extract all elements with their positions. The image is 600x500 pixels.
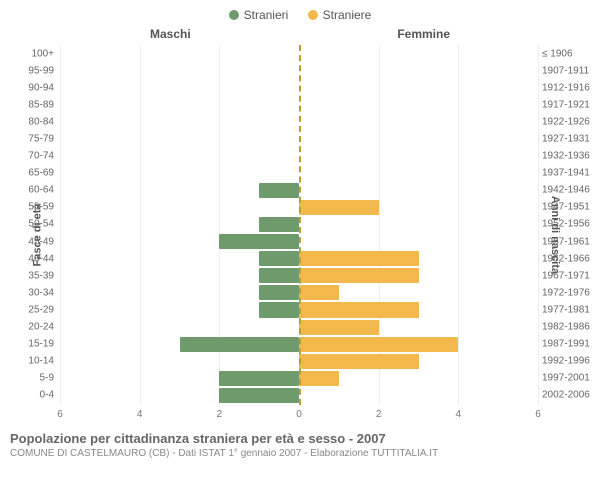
plot-area: Fasce di età Anni di nascita 100+≤ 19069… <box>0 45 600 425</box>
x-tick-label: 2 <box>217 409 223 420</box>
age-label: 55-59 <box>0 202 58 213</box>
birth-year-label: 1957-1961 <box>538 236 600 247</box>
birth-year-label: 1927-1931 <box>538 134 600 145</box>
age-label: 85-89 <box>0 99 58 110</box>
header-female: Femmine <box>397 27 450 41</box>
age-label: 20-24 <box>0 322 58 333</box>
legend-swatch-female <box>308 10 318 20</box>
bar-male <box>259 183 299 198</box>
birth-year-label: 1982-1986 <box>538 322 600 333</box>
bar-female <box>299 354 419 369</box>
chart-title: Popolazione per cittadinanza straniera p… <box>10 431 590 446</box>
legend: Stranieri Straniere <box>0 0 600 27</box>
bar-male <box>219 371 299 386</box>
legend-item-male: Stranieri <box>229 8 289 22</box>
bar-female <box>299 251 419 266</box>
bar-female <box>299 302 419 317</box>
x-tick-label: 2 <box>376 409 382 420</box>
age-label: 95-99 <box>0 65 58 76</box>
bar-male <box>219 234 299 249</box>
x-tick-label: 4 <box>137 409 143 420</box>
bar-male <box>219 388 299 403</box>
x-axis-ticks: 6 4 2 0 2 4 6 <box>60 407 538 425</box>
birth-year-label: 1942-1946 <box>538 185 600 196</box>
x-tick-label: 4 <box>456 409 462 420</box>
birth-year-label: 1992-1996 <box>538 356 600 367</box>
birth-year-label: 1967-1971 <box>538 270 600 281</box>
birth-year-label: 1932-1936 <box>538 151 600 162</box>
x-tick-label: 6 <box>57 409 63 420</box>
bar-male <box>259 251 299 266</box>
birth-year-label: 2002-2006 <box>538 390 600 401</box>
birth-year-label: 1952-1956 <box>538 219 600 230</box>
chart-subtitle: COMUNE DI CASTELMAURO (CB) - Dati ISTAT … <box>10 448 590 459</box>
bar-male <box>259 268 299 283</box>
birth-year-label: 1907-1911 <box>538 65 600 76</box>
bar-female <box>299 285 339 300</box>
age-label: 10-14 <box>0 356 58 367</box>
age-label: 0-4 <box>0 390 58 401</box>
age-label: 25-29 <box>0 304 58 315</box>
birth-year-label: 1977-1981 <box>538 304 600 315</box>
age-label: 30-34 <box>0 287 58 298</box>
header-male: Maschi <box>150 27 191 41</box>
bar-male <box>259 217 299 232</box>
chart-footer: Popolazione per cittadinanza straniera p… <box>0 425 600 459</box>
legend-label-male: Stranieri <box>244 8 289 22</box>
age-label: 50-54 <box>0 219 58 230</box>
legend-label-female: Straniere <box>323 8 372 22</box>
legend-item-female: Straniere <box>308 8 372 22</box>
age-label: 35-39 <box>0 270 58 281</box>
birth-year-label: 1962-1966 <box>538 253 600 264</box>
bar-female <box>299 268 419 283</box>
bar-female <box>299 371 339 386</box>
age-label: 70-74 <box>0 151 58 162</box>
bar-female <box>299 337 458 352</box>
column-headers: Maschi Femmine <box>0 27 600 45</box>
age-label: 45-49 <box>0 236 58 247</box>
bar-male <box>180 337 300 352</box>
bar-female <box>299 200 379 215</box>
age-label: 5-9 <box>0 373 58 384</box>
age-label: 90-94 <box>0 82 58 93</box>
center-axis <box>299 45 301 405</box>
birth-year-label: 1972-1976 <box>538 287 600 298</box>
population-pyramid-chart: Stranieri Straniere Maschi Femmine Fasce… <box>0 0 600 500</box>
legend-swatch-male <box>229 10 239 20</box>
age-label: 60-64 <box>0 185 58 196</box>
bar-female <box>299 320 379 335</box>
age-label: 75-79 <box>0 134 58 145</box>
age-label: 80-84 <box>0 116 58 127</box>
age-label: 65-69 <box>0 168 58 179</box>
birth-year-label: 1912-1916 <box>538 82 600 93</box>
bar-male <box>259 285 299 300</box>
age-label: 100+ <box>0 48 58 59</box>
birth-year-label: 1922-1926 <box>538 116 600 127</box>
age-label: 40-44 <box>0 253 58 264</box>
birth-year-label: 1917-1921 <box>538 99 600 110</box>
birth-year-label: ≤ 1906 <box>538 48 600 59</box>
age-label: 15-19 <box>0 339 58 350</box>
x-tick-label: 0 <box>296 409 302 420</box>
x-tick-label: 6 <box>535 409 541 420</box>
birth-year-label: 1947-1951 <box>538 202 600 213</box>
bar-male <box>259 302 299 317</box>
birth-year-label: 1937-1941 <box>538 168 600 179</box>
birth-year-label: 1987-1991 <box>538 339 600 350</box>
birth-year-label: 1997-2001 <box>538 373 600 384</box>
